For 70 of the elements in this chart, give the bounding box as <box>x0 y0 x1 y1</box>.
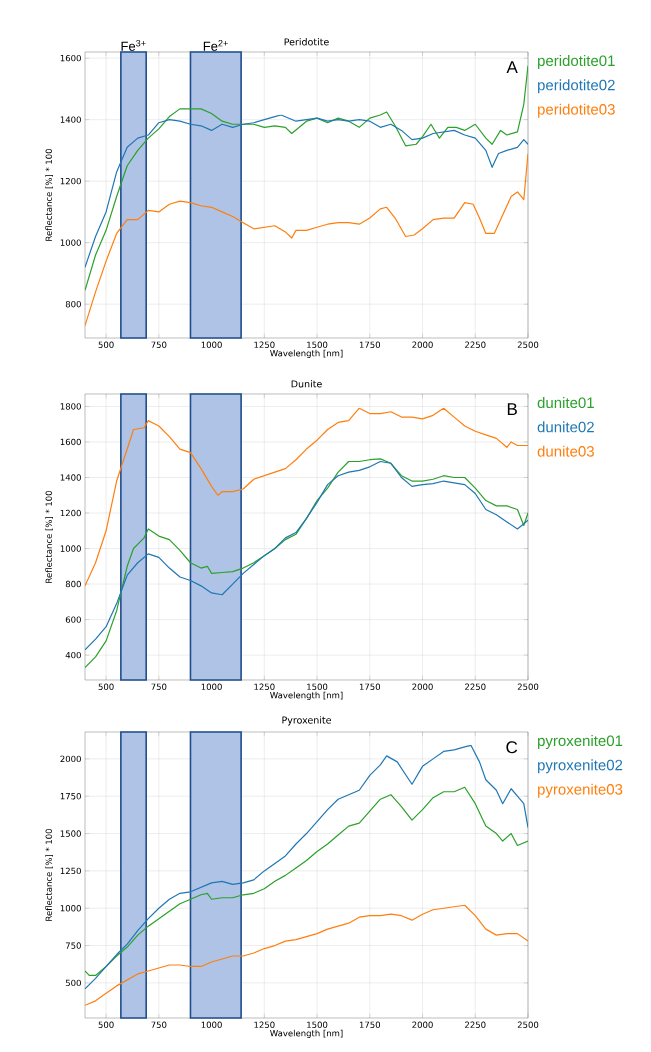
x-tick-label: 750 <box>151 683 167 690</box>
y-tick-label: 1000 <box>60 239 81 246</box>
x-tick-label: 750 <box>151 341 167 348</box>
y-tick-label: 1400 <box>60 474 81 481</box>
x-tick-label: 1500 <box>307 341 328 348</box>
x-tick-label: 1250 <box>254 683 275 690</box>
x-tick-label: 1500 <box>307 1021 328 1028</box>
y-axis-title: Reflectance [%] * 100 <box>45 149 53 241</box>
y-tick-label: 1400 <box>60 116 81 123</box>
x-tick-label: 2500 <box>517 683 539 690</box>
x-tick-label: 2000 <box>412 1021 433 1028</box>
x-tick-label: 1250 <box>254 1021 275 1028</box>
y-tick-label: 1000 <box>60 545 81 552</box>
x-tick-label: 2250 <box>465 1021 486 1028</box>
x-tick-label: 2250 <box>465 341 486 348</box>
y-tick-label: 1600 <box>60 54 81 62</box>
x-tick-label: 2250 <box>465 683 486 690</box>
x-tick-label: 2000 <box>412 341 433 348</box>
x-tick-label: 500 <box>98 683 114 690</box>
x-tick-label: 1000 <box>201 341 222 348</box>
series-label: peridotite01 <box>538 55 615 70</box>
annotation: A <box>506 61 518 73</box>
text: peridotite03 <box>538 103 615 118</box>
y-tick-label: 1250 <box>60 867 81 875</box>
y-tick-label: 1200 <box>60 177 81 185</box>
x-tick-label: 750 <box>151 1021 167 1028</box>
x-tick-label: 1750 <box>359 341 381 348</box>
x-axis-title: Wavelength [nm] <box>270 349 343 359</box>
chart-title: Dunite <box>291 380 322 388</box>
x-tick-label: 1000 <box>201 1021 222 1028</box>
y-tick-label: 400 <box>65 651 81 659</box>
band-label: Fe$^{3+}$ <box>121 39 146 51</box>
y-tick-label: 1000 <box>60 905 81 912</box>
y-tick-label: 800 <box>65 300 81 308</box>
text: pyroxenite01 <box>538 735 623 750</box>
y-tick-label: 1600 <box>60 438 81 446</box>
x-axis-title: Wavelength [nm] <box>270 1029 343 1039</box>
x-tick-label: 2500 <box>517 1021 539 1028</box>
chart-title: Peridotite <box>284 38 329 46</box>
x-tick-label: 1250 <box>254 341 275 348</box>
y-tick-label: 1800 <box>60 403 81 410</box>
band-label: Fe$^{2+}$ <box>203 39 228 51</box>
x-axis-title: Wavelength [nm] <box>270 691 343 701</box>
y-axis-title: Reflectance [%] * 100 <box>45 829 53 921</box>
y-tick-label: 600 <box>65 616 81 623</box>
x-tick-label: 1750 <box>359 1021 381 1028</box>
x-tick-label: 1500 <box>307 683 328 690</box>
y-tick-label: 1500 <box>60 830 81 837</box>
text: dunite02 <box>537 421 594 433</box>
y-axis-title: Reflectance [%] * 100 <box>45 491 53 583</box>
y-tick-label: 500 <box>65 979 81 987</box>
text: pyroxenite03 <box>538 783 623 798</box>
text: dunite01 <box>537 397 594 409</box>
text: peridotite02 <box>538 79 615 94</box>
series-label: dunite03 <box>537 445 594 457</box>
y-tick-label: 750 <box>65 942 81 949</box>
x-tick-label: 1000 <box>201 683 222 690</box>
x-tick-label: 500 <box>98 1021 114 1028</box>
text: pyroxenite02 <box>538 759 623 774</box>
chart-title: Pyroxenite <box>282 716 331 726</box>
y-tick-label: 2000 <box>60 755 81 763</box>
x-tick-label: 2500 <box>517 341 539 348</box>
annotation: B <box>507 403 517 415</box>
y-tick-label: 800 <box>65 580 81 588</box>
x-tick-label: 2000 <box>412 683 433 690</box>
x-tick-label: 500 <box>98 341 114 348</box>
annotation: C <box>506 741 518 754</box>
y-tick-label: 1200 <box>60 509 81 517</box>
x-tick-label: 1750 <box>359 683 381 690</box>
y-tick-label: 1750 <box>60 793 81 800</box>
